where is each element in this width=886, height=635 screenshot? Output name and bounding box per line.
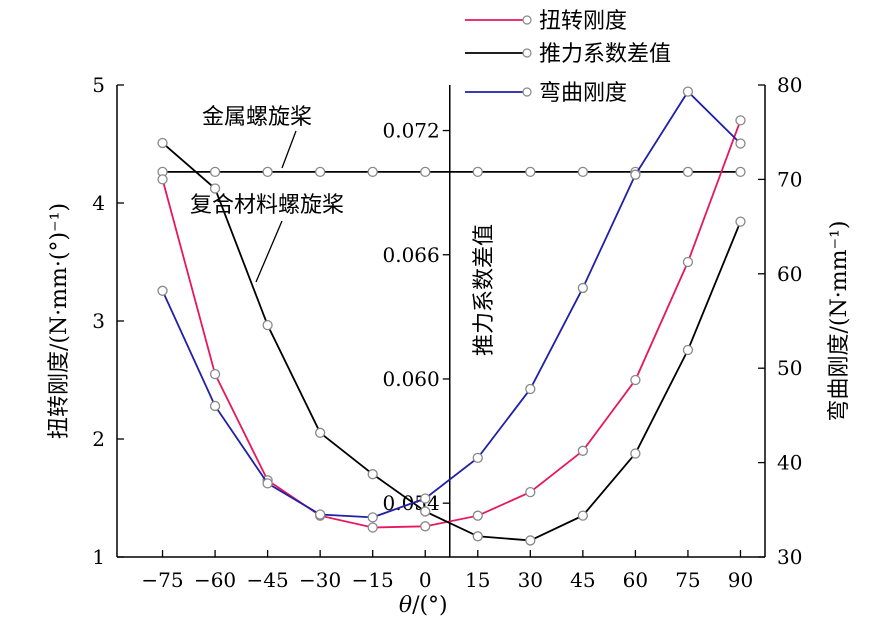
x-tick-label: −60 xyxy=(194,568,236,592)
series-point-2 xyxy=(630,169,641,180)
series-point-2 xyxy=(315,509,326,520)
mid-axis-title: 推力系数差值 xyxy=(472,224,497,356)
series-point-2 xyxy=(420,493,431,504)
series-point-0 xyxy=(157,174,168,185)
x-tick-label: 60 xyxy=(623,568,648,592)
right-tick-label: 40 xyxy=(777,451,802,475)
x-tick-label: −45 xyxy=(247,568,289,592)
series-point-0 xyxy=(630,374,641,386)
series-point-0 xyxy=(472,510,483,521)
legend-marker-0 xyxy=(522,15,532,25)
reference-point xyxy=(682,166,694,177)
legend-marker-2 xyxy=(522,87,532,97)
series-point-1 xyxy=(262,319,273,331)
series-point-1 xyxy=(630,448,641,459)
series-point-1 xyxy=(735,216,746,227)
series-point-2 xyxy=(577,282,589,294)
left-axis-title: 扭转刚度/(N·mm·(°)⁻¹) xyxy=(47,203,72,439)
x-tick-label: 15 xyxy=(465,568,490,592)
x-axis-title-symbol: θ xyxy=(399,593,412,618)
reference-point xyxy=(209,166,221,177)
series-point-1 xyxy=(525,535,536,546)
left-tick-label: 3 xyxy=(92,309,105,333)
x-axis-title-unit: /(°) xyxy=(412,593,448,618)
series-point-1 xyxy=(315,427,326,438)
annotation-composite: 复合材料螺旋桨 xyxy=(190,193,344,218)
right-tick-label: 50 xyxy=(777,356,802,380)
series-point-0 xyxy=(577,445,589,456)
series-line-2 xyxy=(161,90,742,519)
x-tick-label: −30 xyxy=(299,568,341,592)
series-point-0 xyxy=(525,486,536,498)
left-tick-label: 5 xyxy=(92,73,105,97)
series-point-1 xyxy=(367,469,378,480)
series-point-2 xyxy=(472,452,483,464)
legend-label-1: 推力系数差值 xyxy=(539,42,671,67)
series-point-1 xyxy=(577,510,589,521)
series-point-2 xyxy=(682,86,694,97)
series-point-0 xyxy=(682,256,694,268)
reference-point xyxy=(420,166,431,177)
reference-point xyxy=(577,166,589,177)
right-tick-label: 30 xyxy=(777,545,802,569)
right-tick-label: 60 xyxy=(777,262,802,286)
x-tick-label: −15 xyxy=(352,568,394,592)
legend-marker-1 xyxy=(522,48,532,58)
x-axis-title: θ/(°) xyxy=(399,593,448,618)
x-tick-label: −75 xyxy=(141,568,183,592)
annotation-metal: 金属螺旋桨 xyxy=(202,105,312,130)
x-tick-label: 0 xyxy=(419,568,432,592)
legend-label-0: 扭转刚度 xyxy=(539,9,627,34)
reference-point xyxy=(472,166,483,177)
series-point-0 xyxy=(420,521,431,532)
mid-tick-label: 0.066 xyxy=(382,243,439,267)
left-tick-label: 1 xyxy=(92,545,105,569)
series-point-1 xyxy=(472,531,483,542)
right-axis-title: 弯曲刚度/(N·mm⁻¹) xyxy=(827,221,852,422)
left-tick-label: 2 xyxy=(92,427,105,451)
right-tick-label: 70 xyxy=(777,167,802,191)
mid-tick-label: 0.072 xyxy=(382,119,439,143)
series-line-1 xyxy=(161,142,742,542)
right-tick-label: 80 xyxy=(777,73,802,97)
x-tick-label: 45 xyxy=(570,568,595,592)
annotation-metal-leader xyxy=(281,130,297,169)
annotation-composite-leader xyxy=(255,220,283,283)
series-point-0 xyxy=(209,368,221,380)
series-point-2 xyxy=(209,400,221,412)
plot-area: −75 −60 −45 −30 −15 0 15 30 45 60 75 90θ/(°)12345扭转… xyxy=(47,9,852,618)
x-tick-label: 75 xyxy=(675,568,700,592)
mid-tick-label: 0.060 xyxy=(382,367,439,391)
series-point-1 xyxy=(157,137,168,149)
series-point-1 xyxy=(209,183,221,194)
series-line-0 xyxy=(161,120,742,529)
reference-point xyxy=(735,166,746,177)
legend-label-2: 弯曲刚度 xyxy=(539,81,627,106)
series-point-1 xyxy=(420,506,431,517)
series-point-2 xyxy=(525,383,536,395)
left-tick-label: 4 xyxy=(92,191,105,215)
reference-point xyxy=(315,166,326,177)
reference-point xyxy=(525,166,536,177)
reference-point xyxy=(367,166,378,177)
series-point-1 xyxy=(682,344,694,356)
series-point-0 xyxy=(367,522,378,533)
series-point-2 xyxy=(157,285,168,296)
x-tick-label: 30 xyxy=(518,568,543,592)
series-point-2 xyxy=(735,138,746,149)
x-tick-label: 90 xyxy=(728,568,753,592)
series-point-2 xyxy=(367,512,378,523)
reference-point xyxy=(262,166,273,177)
series-point-0 xyxy=(735,115,746,126)
series-point-2 xyxy=(262,478,273,489)
